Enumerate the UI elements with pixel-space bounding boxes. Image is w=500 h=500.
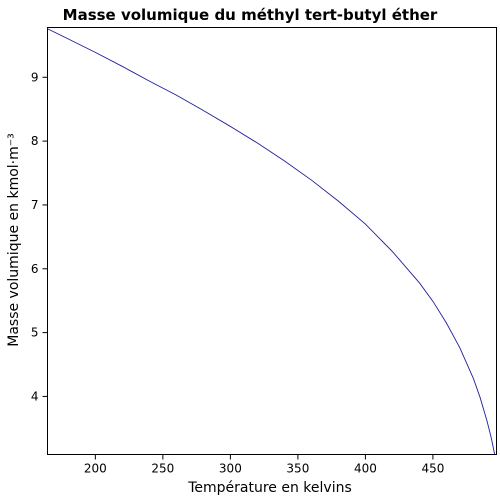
y-tick-label: 4: [31, 389, 39, 403]
y-tick-label: 5: [31, 326, 39, 340]
density-series-line: [47, 28, 496, 455]
plot-area: [47, 27, 497, 455]
y-axis-ticks: 4 5 6 7 8 9: [31, 70, 48, 403]
y-tick-label: 8: [31, 134, 39, 148]
x-tick-label: 250: [151, 462, 174, 476]
x-tick-label: 400: [354, 462, 377, 476]
y-tick-label: 7: [31, 198, 39, 212]
y-tick-label: 9: [31, 70, 39, 84]
x-tick-label: 450: [421, 462, 444, 476]
x-tick-label: 300: [219, 462, 242, 476]
chart-title: Masse volumique du méthyl tert-butyl éth…: [63, 6, 438, 24]
y-tick-label: 6: [31, 262, 39, 276]
x-tick-label: 200: [84, 462, 107, 476]
x-tick-label: 350: [286, 462, 309, 476]
plot-frame: [47, 27, 497, 455]
x-axis-ticks: 200 250 300 350 400 450: [84, 454, 444, 476]
y-axis-label: Masse volumique en kmol·m⁻³: [6, 133, 22, 347]
x-axis-label: Température en kelvins: [187, 480, 352, 496]
